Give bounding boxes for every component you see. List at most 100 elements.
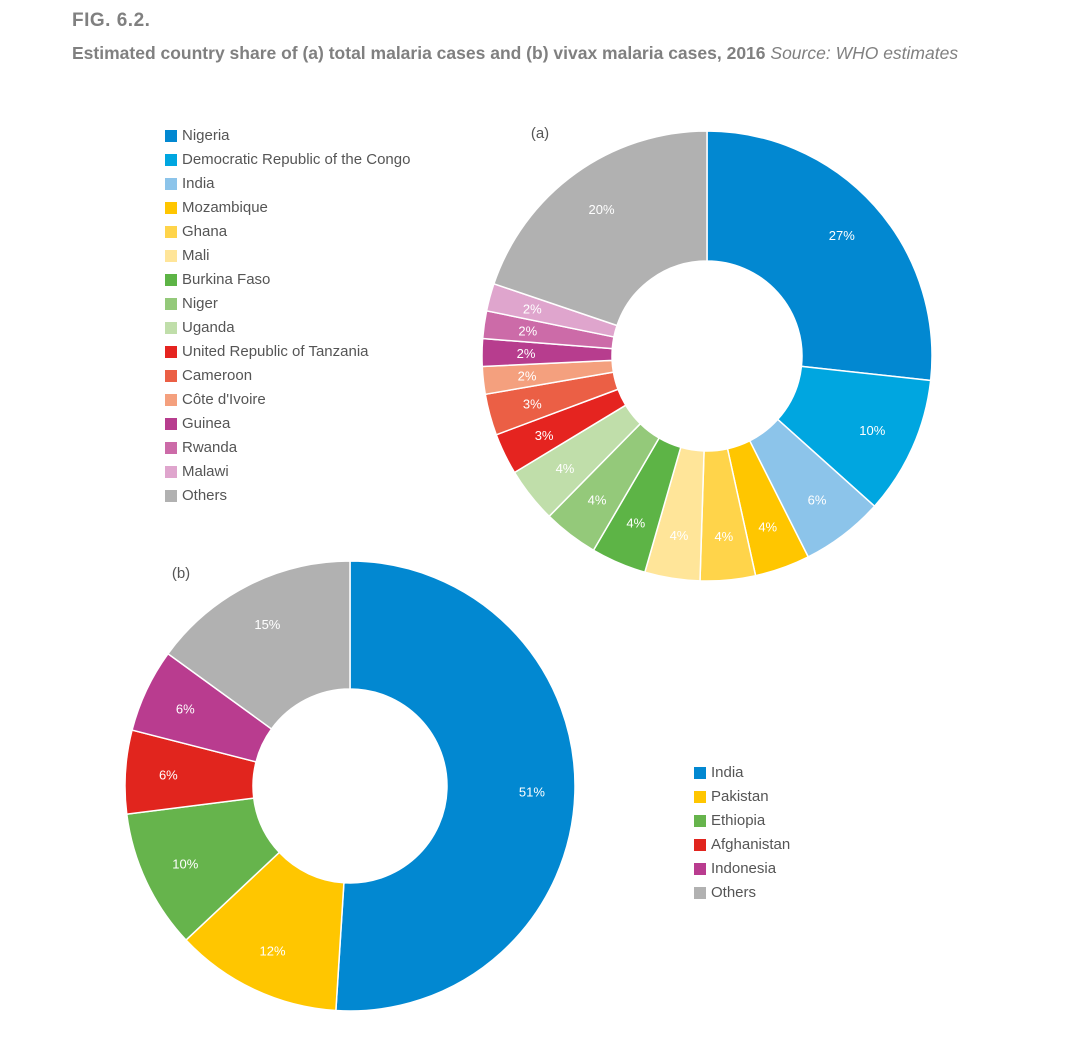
legend-item-democratic-republic-of-the-congo: Democratic Republic of the Congo: [165, 148, 410, 172]
legend-label: Niger: [182, 295, 218, 312]
legend-item-others: Others: [694, 881, 790, 905]
legend-label: Ghana: [182, 223, 228, 240]
legend-swatch: [694, 791, 706, 803]
legend-label: Malawi: [182, 463, 229, 480]
legend-item-malawi: Malawi: [165, 460, 410, 484]
legend-item-pakistan: Pakistan: [694, 785, 790, 809]
data-label-guinea: 2%: [517, 346, 536, 361]
legend-swatch: [165, 322, 177, 334]
legend-item-india: India: [165, 172, 410, 196]
legend-swatch: [165, 418, 177, 430]
legend-item-ghana: Ghana: [165, 220, 410, 244]
figure-title: Estimated country share of (a) total mal…: [72, 43, 766, 63]
data-label-india: 51%: [519, 785, 545, 800]
legend-label: Indonesia: [711, 860, 777, 877]
legend-swatch: [165, 394, 177, 406]
panel-label-a: (a): [531, 125, 549, 142]
legend-swatch: [165, 442, 177, 454]
legend-swatch: [165, 178, 177, 190]
legend-swatch: [694, 839, 706, 851]
figure-source: Source: WHO estimates: [770, 43, 959, 63]
legend-label: Burkina Faso: [182, 271, 271, 288]
legend-swatch: [165, 298, 177, 310]
legend-item-others: Others: [165, 484, 410, 508]
legend-label: Others: [711, 884, 757, 901]
legend-swatch: [165, 226, 177, 238]
legend-item-afghanistan: Afghanistan: [694, 833, 790, 857]
legend-label: Pakistan: [711, 788, 769, 805]
legend-item-guinea: Guinea: [165, 412, 410, 436]
legend-swatch: [165, 490, 177, 502]
donut-chart-b: 51% 12% 10% 6% 6% 15%: [124, 560, 576, 1012]
legend-item-c-te-d-ivoire: Côte d'Ivoire: [165, 388, 410, 412]
legend-label: Ethiopia: [711, 812, 766, 829]
slice-pakistan: [184, 851, 345, 1012]
figure-label: FIG. 6.2.: [72, 10, 151, 31]
data-label-uganda: 4%: [556, 461, 575, 476]
legend-label: Others: [182, 487, 228, 504]
legend-label: Rwanda: [182, 439, 238, 456]
legend-item-rwanda: Rwanda: [165, 436, 410, 460]
figure-caption: Estimated country share of (a) total mal…: [72, 42, 1032, 64]
data-label-mali: 4%: [670, 528, 689, 543]
legend-label: India: [711, 764, 744, 781]
legend-swatch: [694, 887, 706, 899]
legend-swatch: [165, 250, 177, 262]
data-label-afghanistan: 6%: [159, 768, 178, 783]
legend-b: India Pakistan Ethiopia Afghanistan Indonesi…: [694, 761, 790, 905]
legend-label: Mali: [182, 247, 210, 264]
data-label-cameroon: 3%: [523, 396, 542, 411]
legend-swatch: [165, 466, 177, 478]
legend-swatch: [165, 202, 177, 214]
legend-item-uganda: Uganda: [165, 316, 410, 340]
panel-label-b: (b): [172, 565, 190, 582]
legend-item-cameroon: Cameroon: [165, 364, 410, 388]
legend-item-burkina-faso: Burkina Faso: [165, 268, 410, 292]
legend-label: Côte d'Ivoire: [182, 391, 266, 408]
slice-others: [492, 130, 708, 327]
legend-item-india: India: [694, 761, 790, 785]
legend-swatch: [694, 767, 706, 779]
legend-swatch: [165, 130, 177, 142]
slice-india: [335, 560, 576, 1012]
legend-item-ethiopia: Ethiopia: [694, 809, 790, 833]
legend-swatch: [165, 154, 177, 166]
legend-item-mozambique: Mozambique: [165, 196, 410, 220]
data-label-democratic-republic-of-the-congo: 10%: [859, 423, 885, 438]
data-label-malawi: 2%: [523, 302, 542, 317]
legend-item-mali: Mali: [165, 244, 410, 268]
legend-item-united-republic-of-tanzania: United Republic of Tanzania: [165, 340, 410, 364]
legend-a: Nigeria Democratic Republic of the Congo I…: [165, 124, 410, 508]
slice-others: [166, 560, 351, 731]
legend-label: Afghanistan: [711, 836, 791, 853]
data-label-rwanda: 2%: [518, 324, 537, 339]
data-label-indonesia: 6%: [176, 702, 195, 717]
legend-swatch: [694, 815, 706, 827]
legend-label: Guinea: [182, 415, 231, 432]
legend-item-indonesia: Indonesia: [694, 857, 790, 881]
legend-label: United Republic of Tanzania: [182, 343, 369, 360]
legend-swatch: [694, 863, 706, 875]
legend-item-nigeria: Nigeria: [165, 124, 410, 148]
data-label-others: 15%: [254, 617, 280, 632]
legend-label: Cameroon: [182, 367, 253, 384]
legend-swatch: [165, 370, 177, 382]
data-label-mozambique: 4%: [758, 520, 777, 535]
data-label-burkina-faso: 4%: [626, 515, 645, 530]
legend-item-niger: Niger: [165, 292, 410, 316]
slice-nigeria: [706, 130, 933, 382]
data-label-others: 20%: [589, 202, 615, 217]
data-label-niger: 4%: [588, 493, 607, 508]
data-label-nigeria: 27%: [829, 228, 855, 243]
data-label-c-te-d-ivoire: 2%: [518, 369, 537, 384]
legend-label: Uganda: [182, 319, 235, 336]
legend-label: Mozambique: [182, 199, 268, 216]
legend-swatch: [165, 274, 177, 286]
data-label-ghana: 4%: [714, 529, 733, 544]
donut-chart-a: 27% 10% 6% 4% 4% 4% 4% 4% 4% 3% 3% 2% 2% 2% 2% 20%: [481, 130, 933, 582]
data-label-ethiopia: 10%: [172, 856, 198, 871]
legend-label: India: [182, 175, 215, 192]
legend-label: Democratic Republic of the Congo: [182, 151, 411, 168]
data-label-united-republic-of-tanzania: 3%: [535, 428, 554, 443]
